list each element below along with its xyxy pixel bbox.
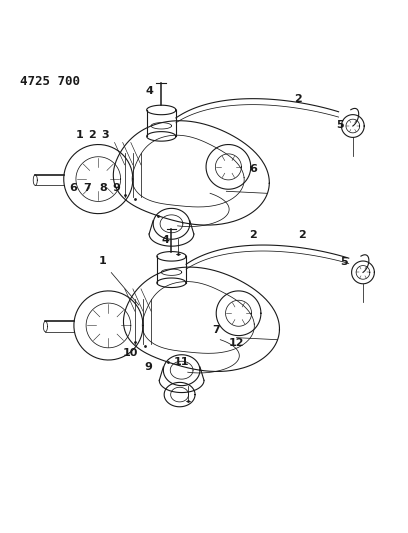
Text: 8: 8 <box>100 183 107 193</box>
Text: 7: 7 <box>83 183 91 193</box>
Text: 1: 1 <box>76 131 84 141</box>
Text: 11: 11 <box>174 357 189 367</box>
Text: 12: 12 <box>229 338 244 348</box>
Text: 4725 700: 4725 700 <box>20 75 80 87</box>
Text: 2: 2 <box>249 230 257 240</box>
Text: 10: 10 <box>123 348 138 358</box>
Text: 3: 3 <box>102 131 109 141</box>
Text: 7: 7 <box>212 325 220 335</box>
Text: 4: 4 <box>162 236 169 245</box>
Text: 6: 6 <box>249 164 257 174</box>
Text: 5: 5 <box>340 257 348 268</box>
Text: 1: 1 <box>98 256 106 265</box>
Text: 5: 5 <box>337 120 344 130</box>
Text: 9: 9 <box>144 362 152 372</box>
Text: 6: 6 <box>69 183 77 193</box>
Text: 2: 2 <box>294 94 302 104</box>
Text: 2: 2 <box>88 131 96 141</box>
Text: 9: 9 <box>113 183 120 193</box>
Text: 2: 2 <box>299 230 306 240</box>
Text: 4: 4 <box>145 86 153 96</box>
